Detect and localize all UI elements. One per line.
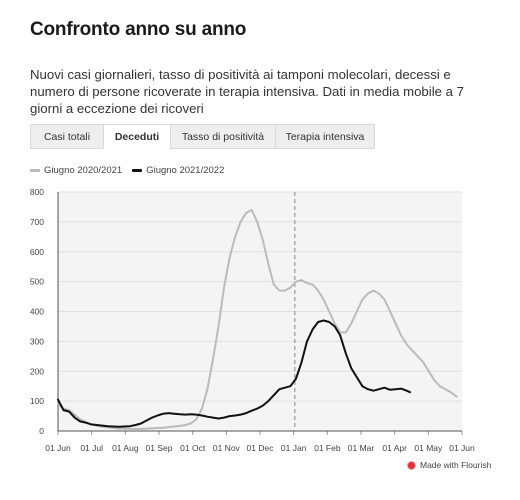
x-tick-label: 01 May <box>414 443 443 453</box>
x-tick-label: 01 Mar <box>348 443 375 453</box>
x-tick-label: 01 Jun <box>45 443 71 453</box>
x-tick-label: 01 Jan <box>281 443 307 453</box>
y-tick-label: 800 <box>30 187 44 197</box>
chart-legend: Giugno 2020/2021 Giugno 2021/2022 <box>30 165 234 176</box>
series-line-1 <box>57 208 458 430</box>
legend-label-series-1: Giugno 2020/2021 <box>44 165 123 176</box>
tab-deceduti[interactable]: Deceduti <box>103 124 171 149</box>
x-tick-label: 01 Aug <box>112 443 139 453</box>
series-line-2 <box>57 319 411 428</box>
x-tick-label: 01 Feb <box>314 443 341 453</box>
page-subtitle: Nuovi casi giornalieri, tasso di positiv… <box>30 67 464 116</box>
legend-item-series-2[interactable]: Giugno 2021/2022 <box>132 165 224 176</box>
flourish-credit[interactable]: Made with Flourish <box>407 460 491 470</box>
tab-bar: Casi totali Deceduti Tasso di positività… <box>30 124 375 149</box>
x-tick-label: 01 Nov <box>213 443 241 453</box>
y-tick-label: 400 <box>30 307 44 317</box>
y-tick-label: 300 <box>30 336 44 346</box>
x-tick-label: 01 Apr <box>382 443 407 453</box>
x-tick-label: 01 Jul <box>80 443 103 453</box>
legend-item-series-1[interactable]: Giugno 2020/2021 <box>30 165 122 176</box>
x-tick-label: 01 Dec <box>247 443 275 453</box>
legend-label-series-2: Giugno 2021/2022 <box>146 165 225 176</box>
y-tick-label: 100 <box>30 396 44 406</box>
y-tick-label: 700 <box>30 217 44 227</box>
flourish-credit-label: Made with Flourish <box>420 460 492 470</box>
y-tick-label: 500 <box>30 277 44 287</box>
legend-swatch-series-1 <box>30 169 40 172</box>
y-tick-label: 600 <box>30 247 44 257</box>
tab-casi-totali[interactable]: Casi totali <box>30 124 104 149</box>
legend-swatch-series-2 <box>132 169 143 172</box>
line-chart: 0 100 200 300 400 500 600 700 800 01 Jun 01 Jul 01 … <box>30 187 475 453</box>
y-tick-label: 0 <box>39 426 44 436</box>
x-tick-label: 01 Oct <box>180 443 206 453</box>
page-title: Confronto anno su anno <box>30 19 247 40</box>
tab-tasso-positivita[interactable]: Tasso di positività <box>170 124 276 149</box>
flourish-logo-icon <box>407 460 416 470</box>
x-tick-label: 01 Jun <box>449 443 475 453</box>
tab-terapia-intensiva[interactable]: Terapia intensiva <box>275 124 375 149</box>
x-tick-label: 01 Sep <box>146 443 173 453</box>
y-tick-label: 200 <box>30 366 44 376</box>
